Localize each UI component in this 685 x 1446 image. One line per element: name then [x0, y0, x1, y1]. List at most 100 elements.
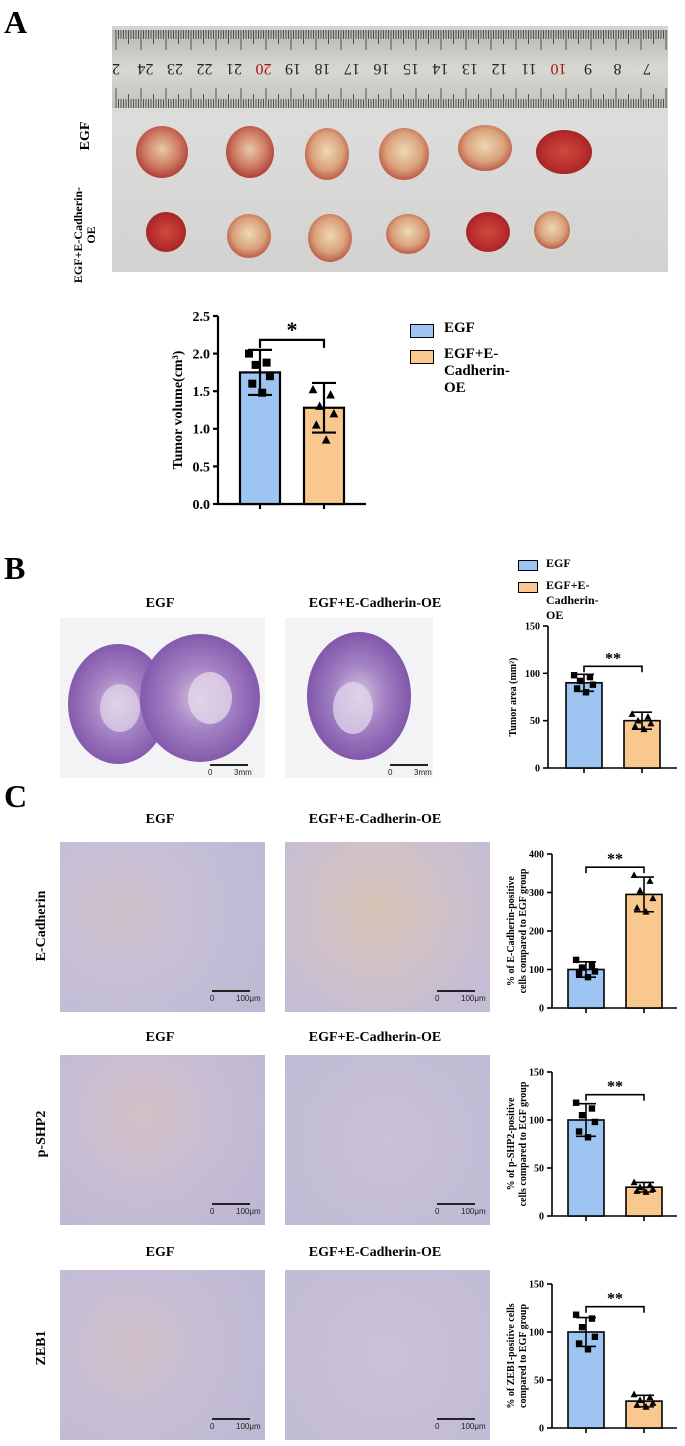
- chart-tumor-area: 0 50 100 150 Tumor area (mm²) **: [508, 622, 677, 775]
- significance-bracket: [258, 338, 326, 348]
- data-point: [591, 1333, 599, 1340]
- significance-label: **: [607, 1291, 623, 1308]
- data-point: [258, 388, 267, 397]
- ruler-number: 23: [167, 60, 183, 77]
- data-point: [588, 962, 596, 969]
- data-point: [578, 1324, 586, 1331]
- tumor-egf-1: [136, 126, 188, 178]
- significance-label: **: [607, 1079, 623, 1096]
- y-axis-label: cells compared to EGF group: [518, 1081, 529, 1206]
- panel-letter-c: C: [4, 778, 28, 814]
- ruler-number: 15: [403, 60, 419, 77]
- ruler-number: 8: [614, 60, 622, 77]
- data-point: [311, 420, 321, 429]
- y-tick-label: 150: [529, 1068, 544, 1079]
- data-point: [591, 1118, 599, 1126]
- data-point: [633, 1187, 641, 1194]
- data-point: [646, 1181, 654, 1189]
- y-tick-label: 200: [529, 927, 544, 938]
- y-axis-label: % of p-SHP2-positive: [506, 1097, 517, 1190]
- data-point: [630, 871, 638, 879]
- tumor-oe-1: [146, 212, 186, 252]
- tumor-egf-3: [305, 128, 349, 180]
- y-axis-label: Tumor volume(cm³): [171, 350, 186, 469]
- y-tick-label: 0: [539, 1424, 544, 1435]
- y-tick-label: 400: [529, 850, 544, 861]
- y-tick-label: 0: [535, 764, 540, 775]
- y-tick-label: 100: [529, 1116, 544, 1127]
- y-tick-label: 150: [529, 1280, 544, 1291]
- row-label-p-shp2: p-SHP2: [34, 1110, 49, 1158]
- tumor-oe-6: [534, 211, 570, 249]
- data-point: [589, 681, 597, 688]
- tumor-oe-4: [386, 214, 430, 254]
- ruler-number: 16: [374, 60, 390, 77]
- data-point: [591, 968, 599, 975]
- ihc-zeb1-egf: 0 100μm: [60, 1270, 265, 1440]
- data-point: [649, 1399, 657, 1406]
- y-tick-label: 0.0: [193, 498, 211, 513]
- tumor-egf-5: [458, 125, 512, 171]
- significance-label: *: [287, 317, 298, 342]
- legend-b-swatch-egf: [518, 560, 538, 571]
- ruler-number: 19: [285, 60, 301, 77]
- row-label-egf-oe: EGF+E-Cadherin-OE: [71, 186, 98, 284]
- chart-zeb1-positive: 0 50 100 150 % of ZEB1-positive cells compare…: [506, 1280, 677, 1435]
- he-section-oe: 0 3mm: [285, 618, 433, 778]
- ihc-e-cadherin-oe: 0 100μm: [285, 842, 490, 1012]
- col-label-b-egf: EGF: [145, 596, 175, 611]
- data-point: [572, 956, 580, 964]
- ruler-number: 22: [197, 60, 213, 77]
- data-point: [248, 379, 257, 388]
- y-tick-label: 100: [525, 669, 540, 680]
- tumor-oe-5: [466, 212, 510, 252]
- ruler-number: 21: [226, 60, 242, 77]
- data-point: [649, 1185, 657, 1192]
- ruler-number: 18: [315, 60, 331, 77]
- row-label-zeb1: ZEB1: [34, 1330, 49, 1366]
- data-point: [633, 1401, 641, 1408]
- data-point: [646, 877, 654, 884]
- data-point: [642, 1403, 650, 1410]
- tumor-oe-3: [308, 214, 352, 262]
- data-point: [570, 672, 578, 679]
- data-point: [576, 677, 584, 685]
- data-point: [308, 384, 318, 394]
- y-axis-label: compared to EGF group: [518, 1304, 529, 1408]
- ruler-number: 13: [462, 60, 478, 77]
- ihc-e-cadherin-egf: 0 100μm: [60, 842, 265, 1012]
- data-point: [245, 349, 253, 358]
- data-point: [578, 964, 586, 971]
- data-point: [642, 907, 650, 915]
- data-point: [588, 1315, 596, 1322]
- tumor-oe-2: [227, 214, 271, 258]
- ruler-number: 9: [584, 60, 592, 77]
- ruler-number: 2: [112, 60, 120, 77]
- legend-b-text-egf: EGF: [546, 556, 571, 570]
- data-point: [573, 685, 581, 692]
- tumor-egf-4: [379, 128, 429, 180]
- y-axis-label: cells compared to EGF group: [518, 868, 529, 993]
- data-point: [262, 358, 271, 367]
- significance-label: **: [605, 650, 621, 667]
- y-tick-label: 50: [534, 1376, 544, 1387]
- y-tick-label: 0: [539, 1212, 544, 1223]
- data-point: [584, 1134, 592, 1141]
- chart-p-shp2-positive: 0 50 100 150 % of p-SHP2-positive cells compa…: [506, 1068, 677, 1223]
- y-tick-label: 0.5: [193, 460, 211, 475]
- ruler-number: 12: [492, 60, 508, 77]
- ruler-number: 24: [138, 60, 154, 77]
- legend-text-egf: EGF: [444, 320, 475, 336]
- y-axis-label: % of ZEB1-positive cells: [506, 1303, 517, 1408]
- data-point: [572, 1099, 580, 1106]
- ihc-zeb1-oe: 0 100μm: [285, 1270, 490, 1440]
- legend-b-text-oe: EGF+E-Cadherin-OE: [546, 578, 599, 622]
- ihc-p-shp2-oe: 0 100μm: [285, 1055, 490, 1225]
- data-point: [642, 1188, 650, 1195]
- y-tick-label: 50: [530, 716, 540, 727]
- ruler-number: 11: [521, 60, 536, 77]
- row-label-e-cadherin: E-Cadherin: [34, 890, 49, 962]
- legend-swatch-oe: [410, 350, 434, 364]
- legend-text-oe: EGF+E-Cadherin-OE: [444, 346, 510, 396]
- col-label-c1-oe: EGF+E-Cadherin-OE: [308, 812, 442, 827]
